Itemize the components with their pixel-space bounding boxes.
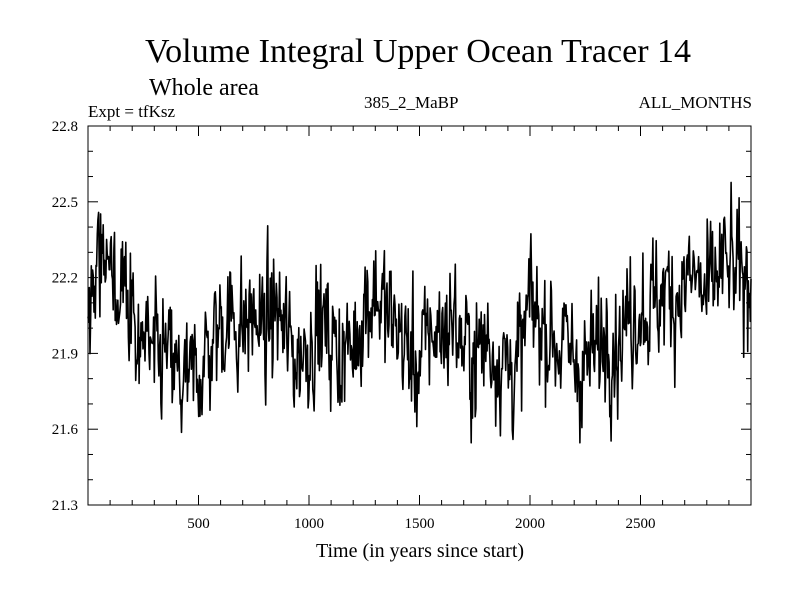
y-tick-label: 21.6 [52,422,79,438]
months-label: ALL_MONTHS [639,93,752,112]
y-tick-label: 21.9 [52,346,78,362]
y-tick-label: 22.8 [52,119,78,135]
x-tick-label: 2500 [626,516,656,532]
y-tick-label: 22.5 [52,195,78,211]
x-tick-label: 500 [187,516,210,532]
x-axis: 500 1000 1500 2000 2500 [109,126,730,532]
y-tick-label: 21.3 [52,498,78,514]
chart-subtitle: Whole area [149,75,259,101]
y-tick-label: 22.2 [52,271,78,287]
x-tick-label: 1500 [405,516,435,532]
x-axis-label: Time (in years since start) [316,540,524,562]
x-tick-label: 1000 [294,516,324,532]
run-label: 385_2_MaBP [364,93,458,112]
plot-frame [87,125,752,506]
y-axis: 21.3 21.6 21.9 22.2 22.5 22.8 [52,119,751,514]
expt-label: Expt = tfKsz [88,102,175,121]
series-layer [87,181,752,444]
x-tick-label: 2000 [515,516,545,532]
series-line-tfksz [87,181,752,444]
chart-title: Volume Integral Upper Ocean Tracer 14 [145,33,691,70]
